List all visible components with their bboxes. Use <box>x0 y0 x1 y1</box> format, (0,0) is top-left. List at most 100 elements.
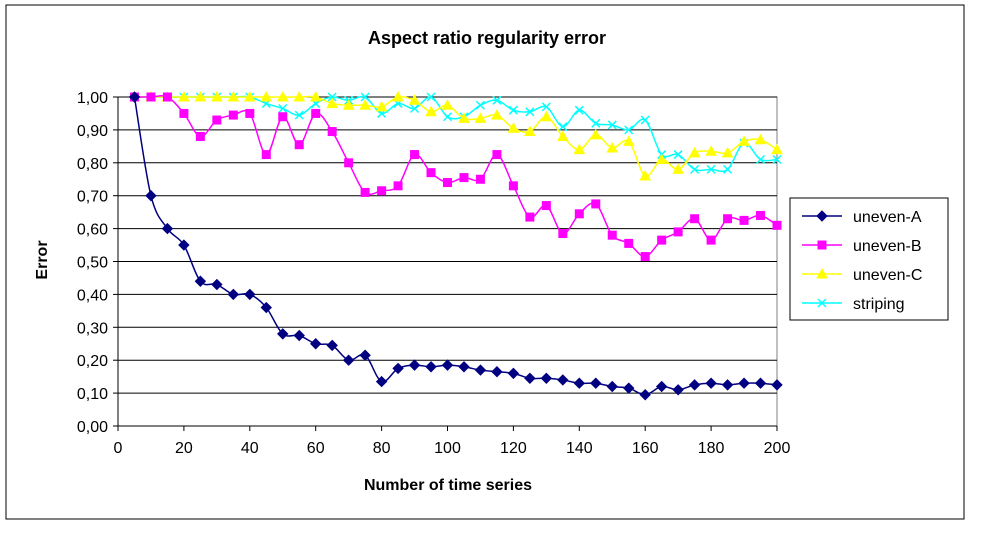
data-point <box>721 379 734 391</box>
data-point <box>557 374 569 386</box>
data-point <box>278 112 288 122</box>
data-point <box>558 122 568 132</box>
data-point <box>342 354 355 366</box>
data-point <box>606 380 618 393</box>
data-point <box>573 377 586 389</box>
x-tick-label: 40 <box>241 440 259 457</box>
data-point <box>591 199 601 209</box>
y-tick-label: 0,50 <box>77 255 108 272</box>
y-tick-label: 0,30 <box>77 320 108 337</box>
x-tick-label: 120 <box>500 440 527 457</box>
data-point <box>540 110 553 122</box>
data-point <box>673 150 683 160</box>
data-point <box>739 215 749 225</box>
data-point <box>392 90 404 102</box>
data-point <box>723 164 733 174</box>
data-point <box>442 112 453 122</box>
data-point <box>754 133 767 145</box>
data-point <box>591 118 601 128</box>
data-point <box>360 92 370 102</box>
data-point <box>622 135 635 146</box>
data-point <box>276 90 289 102</box>
data-point <box>425 361 437 373</box>
data-point <box>655 153 668 165</box>
x-tick-label: 80 <box>373 440 391 457</box>
data-point <box>606 141 619 153</box>
y-tick-label: 0,90 <box>77 123 108 140</box>
x-tick-label: 200 <box>764 440 791 457</box>
data-point <box>244 288 256 301</box>
data-point <box>458 112 470 123</box>
y-tick-label: 0,00 <box>77 419 108 436</box>
x-tick-label: 160 <box>632 440 659 457</box>
data-point <box>507 367 520 380</box>
data-point <box>624 238 634 248</box>
data-point <box>260 301 272 314</box>
data-point <box>277 328 289 340</box>
data-point <box>227 288 240 301</box>
data-point <box>211 90 223 102</box>
data-point <box>458 361 470 373</box>
data-point <box>128 91 141 103</box>
chart-title: Aspect ratio regularity error <box>368 28 606 48</box>
data-point <box>640 252 650 262</box>
data-point <box>441 99 454 110</box>
data-point <box>508 105 518 115</box>
y-tick-label: 0,80 <box>77 156 108 173</box>
data-point <box>359 99 371 110</box>
data-point <box>360 187 370 197</box>
data-point <box>558 229 568 239</box>
data-point <box>771 379 783 391</box>
x-tick-label: 20 <box>175 440 193 457</box>
data-point <box>179 108 189 118</box>
data-point <box>574 209 584 219</box>
data-point <box>639 389 651 401</box>
data-point <box>573 143 586 155</box>
data-point <box>525 107 535 117</box>
data-point <box>475 100 485 110</box>
data-point <box>227 90 240 102</box>
series-uneven-A <box>128 91 783 401</box>
data-point <box>705 145 717 156</box>
data-point <box>639 169 652 181</box>
data-point <box>525 212 535 222</box>
data-point <box>755 154 766 165</box>
data-point <box>657 235 667 245</box>
y-tick-labels: 0,00 0,10 0,20 0,30 0,40 0,50 0,60 0,70 0,80 0,90… <box>77 90 108 436</box>
data-point <box>195 131 205 141</box>
data-point <box>260 90 273 102</box>
x-axis-title: Number of time series <box>364 477 532 494</box>
y-tick-label: 0,60 <box>77 222 108 239</box>
x-tick-label: 60 <box>307 440 325 457</box>
series-line <box>134 95 778 177</box>
data-point <box>293 329 305 342</box>
data-point <box>178 239 190 251</box>
data-point <box>228 110 238 120</box>
data-point <box>492 95 502 105</box>
data-point <box>541 201 551 211</box>
data-point <box>459 173 469 183</box>
data-point <box>327 127 337 137</box>
data-point <box>294 140 304 150</box>
data-point <box>293 90 306 102</box>
data-point <box>474 364 487 376</box>
data-point <box>491 366 503 378</box>
x-tick-labels: 0 20 40 60 80 100 120 140 160 180 200 <box>114 426 791 457</box>
data-point <box>426 168 436 178</box>
legend-label: uneven-B <box>853 238 922 255</box>
data-point <box>706 235 716 245</box>
legend-box <box>789 197 949 321</box>
plot-area: 0,00 0,10 0,20 0,30 0,40 0,50 0,60 0,70 0,80 0,90… <box>77 90 791 457</box>
data-point <box>261 150 271 160</box>
data-point <box>688 379 701 391</box>
data-point <box>327 92 337 102</box>
data-point <box>705 377 717 389</box>
data-point <box>607 120 617 130</box>
series-layer <box>128 90 783 401</box>
data-point <box>540 372 553 385</box>
legend-item: uneven-A <box>802 209 922 226</box>
legend-item: uneven-B <box>802 238 922 255</box>
data-point <box>408 359 421 371</box>
data-point <box>771 143 783 155</box>
data-point <box>245 108 255 118</box>
